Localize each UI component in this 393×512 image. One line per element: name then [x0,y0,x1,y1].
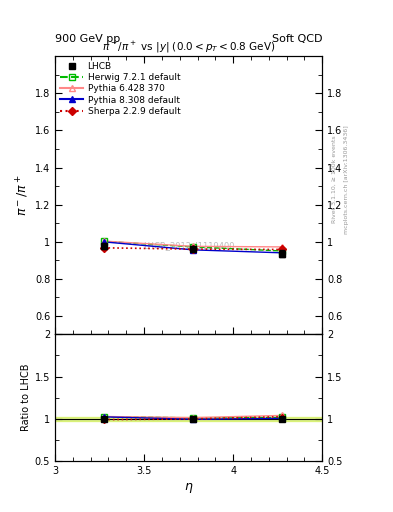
Y-axis label: Ratio to LHCB: Ratio to LHCB [20,364,31,431]
Text: LHCB_2012_I1119400: LHCB_2012_I1119400 [143,241,234,250]
Y-axis label: $\pi^-/\pi^+$: $\pi^-/\pi^+$ [14,175,31,216]
X-axis label: $\eta$: $\eta$ [184,481,193,495]
Text: mcplots.cern.ch [arXiv:1306.3436]: mcplots.cern.ch [arXiv:1306.3436] [344,125,349,233]
Title: $\pi^-/\pi^+$ vs $|y|$ $(0.0 < p_{T} < 0.8$ GeV$)$: $\pi^-/\pi^+$ vs $|y|$ $(0.0 < p_{T} < 0… [102,40,275,55]
Bar [55,417,322,421]
Text: Soft QCD: Soft QCD [272,33,322,44]
Legend: LHCB, Herwig 7.2.1 default, Pythia 6.428 370, Pythia 8.308 default, Sherpa 2.2.9: LHCB, Herwig 7.2.1 default, Pythia 6.428… [58,59,183,118]
Text: 900 GeV pp: 900 GeV pp [55,33,120,44]
Text: Rivet 3.1.10, ≥ 100k events: Rivet 3.1.10, ≥ 100k events [332,135,337,223]
